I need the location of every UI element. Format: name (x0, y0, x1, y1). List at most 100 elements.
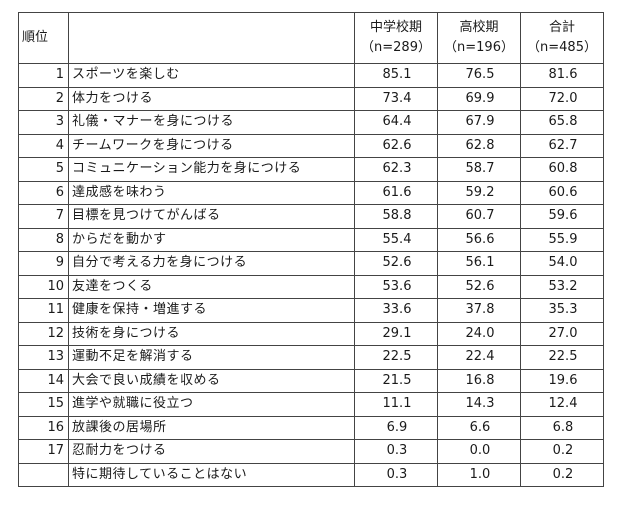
value-cell-total: 62.7 (520, 133, 604, 158)
value-text: 6.9 (386, 419, 408, 435)
value-text: 0.2 (552, 443, 574, 459)
rank-cell: 5 (18, 157, 69, 182)
value-text: 65.8 (548, 114, 578, 130)
value-text: 24.0 (465, 325, 495, 341)
value-text: 22.4 (465, 349, 495, 365)
value-text: 62.8 (465, 137, 495, 153)
item-cell: 技術を身につける (68, 321, 355, 346)
value-cell-high-school: 69.9 (437, 86, 521, 111)
item-cell: 健康を保持・増進する (68, 298, 355, 323)
column-name: 高校期 (459, 20, 499, 35)
column-name: 合計 (548, 20, 575, 35)
value-text: 21.5 (382, 372, 412, 388)
value-cell-high-school: 22.4 (437, 345, 521, 370)
table-row: 2 体力をつける 73.4 69.9 72.0 (18, 86, 604, 111)
value-cell-high-school: 60.7 (437, 204, 521, 229)
table-body: 1 スポーツを楽しむ 85.1 76.5 81.6 2 体力をつける 73.4 69.9 72.0… (18, 63, 604, 487)
results-table: 順位 中学校期 （n=289） 高校期 （n=196） 合計 （n=485） 1… (18, 12, 604, 487)
value-text: 56.6 (465, 231, 495, 247)
value-text: 60.7 (465, 208, 495, 224)
rank-cell: 16 (18, 415, 69, 440)
item-cell: 体力をつける (68, 86, 355, 111)
value-cell-high-school: 6.6 (437, 415, 521, 440)
value-cell-high-school: 67.9 (437, 110, 521, 135)
rank-cell: 15 (18, 392, 69, 417)
value-cell-junior-high: 33.6 (354, 298, 438, 323)
table-row: 14 大会で良い成績を収める 21.5 16.8 19.6 (18, 368, 604, 393)
value-cell-junior-high: 85.1 (354, 63, 438, 88)
value-cell-total: 0.2 (520, 462, 604, 487)
table-row: 1 スポーツを楽しむ 85.1 76.5 81.6 (18, 63, 604, 88)
rank-cell: 3 (18, 110, 69, 135)
value-text: 0.2 (552, 466, 574, 482)
item-cell: 自分で考える力を身につける (68, 251, 355, 276)
value-cell-total: 27.0 (520, 321, 604, 346)
value-text: 56.1 (465, 255, 495, 271)
header-row: 順位 中学校期 （n=289） 高校期 （n=196） 合計 （n=485） (18, 12, 604, 64)
value-text: 29.1 (382, 325, 412, 341)
value-text: 22.5 (548, 349, 578, 365)
column-name: 中学校期 (369, 20, 422, 35)
value-cell-junior-high: 73.4 (354, 86, 438, 111)
value-cell-junior-high: 11.1 (354, 392, 438, 417)
rank-cell: 11 (18, 298, 69, 323)
value-cell-high-school: 24.0 (437, 321, 521, 346)
value-text: 6.6 (469, 419, 491, 435)
value-cell-junior-high: 62.6 (354, 133, 438, 158)
value-text: 76.5 (465, 67, 495, 83)
value-cell-total: 19.6 (520, 368, 604, 393)
value-text: 11.1 (382, 396, 412, 412)
value-text: 53.2 (548, 278, 578, 294)
item-cell: 大会で良い成績を収める (68, 368, 355, 393)
value-text: 33.6 (382, 302, 412, 318)
item-cell: 忍耐力をつける (68, 439, 355, 464)
value-text: 0.3 (386, 466, 408, 482)
rank-cell (18, 462, 69, 487)
column-header-high-school: 高校期 （n=196） (437, 12, 521, 64)
rank-cell: 12 (18, 321, 69, 346)
value-cell-high-school: 56.6 (437, 227, 521, 252)
table-row: 6 達成感を味わう 61.6 59.2 60.6 (18, 180, 604, 205)
table-row: 12 技術を身につける 29.1 24.0 27.0 (18, 321, 604, 346)
value-text: 69.9 (465, 90, 495, 106)
value-cell-total: 22.5 (520, 345, 604, 370)
item-cell: 運動不足を解消する (68, 345, 355, 370)
rank-cell: 7 (18, 204, 69, 229)
value-cell-junior-high: 55.4 (354, 227, 438, 252)
value-cell-junior-high: 6.9 (354, 415, 438, 440)
rank-cell: 6 (18, 180, 69, 205)
value-cell-high-school: 59.2 (437, 180, 521, 205)
value-text: 14.3 (465, 396, 495, 412)
value-cell-high-school: 62.8 (437, 133, 521, 158)
rank-cell: 9 (18, 251, 69, 276)
table-row: 17 忍耐力をつける 0.3 0.0 0.2 (18, 439, 604, 464)
value-cell-junior-high: 53.6 (354, 274, 438, 299)
value-cell-total: 59.6 (520, 204, 604, 229)
item-cell: 進学や就職に役立つ (68, 392, 355, 417)
column-n: （n=196） (444, 40, 514, 55)
value-text: 35.3 (548, 302, 578, 318)
table-row: 13 運動不足を解消する 22.5 22.4 22.5 (18, 345, 604, 370)
rank-cell: 13 (18, 345, 69, 370)
value-cell-high-school: 58.7 (437, 157, 521, 182)
value-text: 22.5 (382, 349, 412, 365)
item-cell: 達成感を味わう (68, 180, 355, 205)
rank-cell: 2 (18, 86, 69, 111)
value-cell-total: 55.9 (520, 227, 604, 252)
table-row: 3 礼儀・マナーを身につける 64.4 67.9 65.8 (18, 110, 604, 135)
value-text: 54.0 (548, 255, 578, 271)
value-text: 64.4 (382, 114, 412, 130)
rank-cell: 17 (18, 439, 69, 464)
table-row: 16 放課後の居場所 6.9 6.6 6.8 (18, 415, 604, 440)
value-cell-total: 65.8 (520, 110, 604, 135)
value-cell-junior-high: 21.5 (354, 368, 438, 393)
rank-header: 順位 (18, 12, 69, 64)
value-cell-high-school: 1.0 (437, 462, 521, 487)
value-text: 52.6 (465, 278, 495, 294)
rank-cell: 4 (18, 133, 69, 158)
item-cell: 放課後の居場所 (68, 415, 355, 440)
value-text: 53.6 (382, 278, 412, 294)
value-cell-total: 6.8 (520, 415, 604, 440)
item-cell: チームワークを身につける (68, 133, 355, 158)
table-row: 11 健康を保持・増進する 33.6 37.8 35.3 (18, 298, 604, 323)
